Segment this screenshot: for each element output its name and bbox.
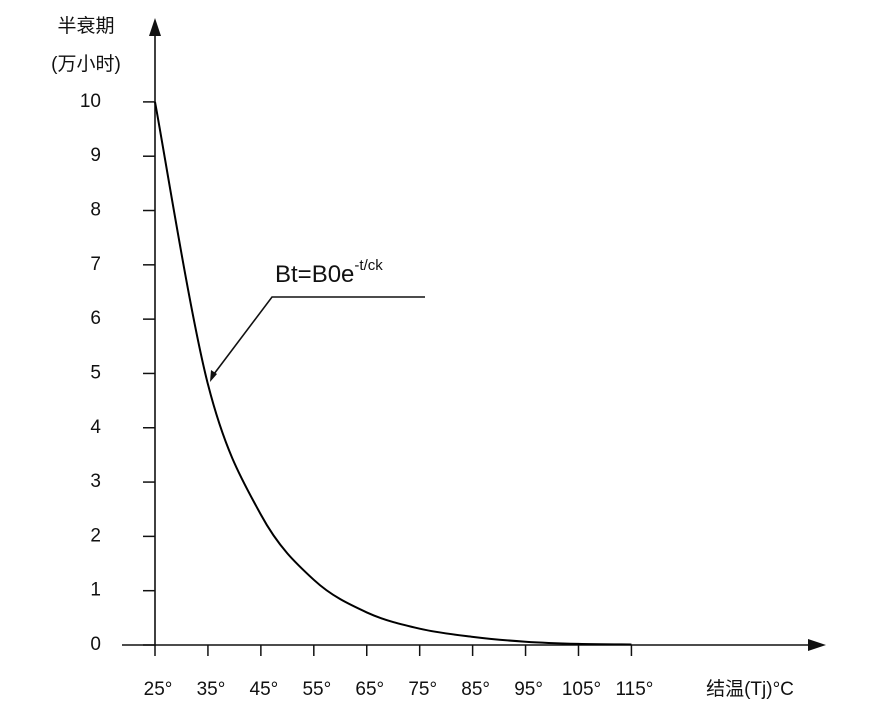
- x-tick-label: 85°: [461, 679, 490, 700]
- x-tick-label: 95°: [514, 679, 543, 700]
- annotation-leader: [213, 296, 425, 375]
- y-tick-label: 6: [90, 308, 101, 329]
- y-tick-label: 9: [90, 145, 101, 166]
- annotation-text: Bt=B0e: [275, 261, 354, 288]
- y-tick-label: 8: [90, 200, 101, 221]
- x-tick-label: 65°: [355, 679, 384, 700]
- annotation-arrow: [210, 370, 217, 382]
- y-tick-label: 3: [90, 471, 101, 492]
- annotation-superscript: -t/ck: [354, 257, 383, 274]
- y-tick-label: 2: [90, 525, 101, 546]
- y-axis-label: (万小时): [51, 53, 121, 75]
- x-axis-arrow: [808, 639, 826, 651]
- x-tick-label: 45°: [250, 679, 279, 700]
- y-axis-arrow: [149, 18, 161, 36]
- x-tick-label: 35°: [197, 679, 226, 700]
- x-tick-label: 25°: [144, 679, 173, 700]
- y-tick-label: 0: [90, 634, 101, 655]
- x-tick-label: 55°: [302, 679, 331, 700]
- y-tick-label: 7: [90, 254, 101, 275]
- annotation: Bt=B0e-t/ck: [275, 257, 383, 288]
- y-tick-label: 1: [90, 580, 101, 601]
- x-tick-label: 115°: [615, 679, 653, 700]
- y-tick-label: 4: [90, 417, 101, 438]
- y-axis-label: 半衰期: [57, 15, 114, 37]
- x-axis-label: 结温(Tj)°C: [706, 678, 794, 700]
- x-tick-label: 105°: [562, 679, 601, 700]
- curve: [154, 101, 632, 646]
- y-tick-label: 10: [80, 91, 101, 112]
- x-tick-label: 75°: [408, 679, 437, 700]
- y-tick-label: 5: [90, 362, 101, 383]
